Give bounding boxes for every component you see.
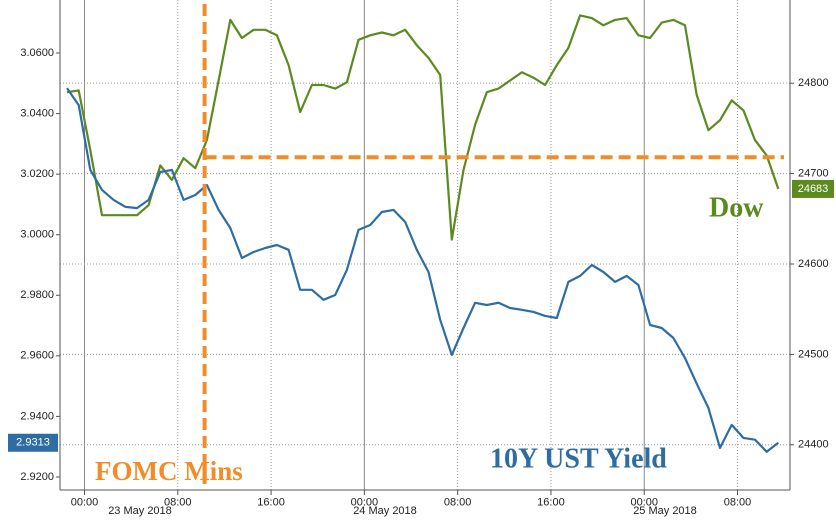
x-tick-label: 00:00 xyxy=(630,497,658,509)
last-value-box xyxy=(792,179,834,198)
x-tick-label: 16:00 xyxy=(257,497,285,509)
y2-tick-label: 24700 xyxy=(798,167,829,179)
y-tick-label: 2.9800 xyxy=(20,289,54,301)
series-label: 10Y UST Yield xyxy=(490,443,667,474)
y-tick-label: 2.9400 xyxy=(20,410,54,422)
x-tick-label: 00:00 xyxy=(351,497,379,509)
y-tick-label: 2.9200 xyxy=(20,471,54,483)
x-tick-label: 08:00 xyxy=(724,497,752,509)
y-tick-label: 3.0000 xyxy=(20,229,54,241)
x-date-label: 25 May 2018 xyxy=(633,505,697,517)
x-tick-label: 08:00 xyxy=(164,497,192,509)
series-line xyxy=(66,14,780,241)
y2-tick-label: 24600 xyxy=(798,258,829,270)
last-value-label: 24683 xyxy=(798,183,829,195)
y-tick-label: 3.0400 xyxy=(20,107,54,119)
last-value-box xyxy=(8,433,58,452)
x-tick-label: 08:00 xyxy=(444,497,472,509)
x-date-label: 23 May 2018 xyxy=(108,505,172,517)
x-tick-label: 00:00 xyxy=(71,497,99,509)
y-tick-label: 2.9600 xyxy=(20,350,54,362)
last-value-label: 2.9313 xyxy=(16,437,50,449)
y2-tick-label: 24500 xyxy=(798,348,829,360)
y2-tick-label: 24800 xyxy=(798,77,829,89)
series-line xyxy=(66,87,779,453)
y-tick-label: 3.0200 xyxy=(20,168,54,180)
x-date-label: 24 May 2018 xyxy=(353,505,417,517)
y2-tick-label: 24400 xyxy=(798,439,829,451)
annotation: FOMC Mins xyxy=(95,456,243,486)
y-tick-label: 3.0600 xyxy=(20,47,54,59)
series-label: Dow xyxy=(709,192,764,223)
x-tick-label: 16:00 xyxy=(537,497,565,509)
